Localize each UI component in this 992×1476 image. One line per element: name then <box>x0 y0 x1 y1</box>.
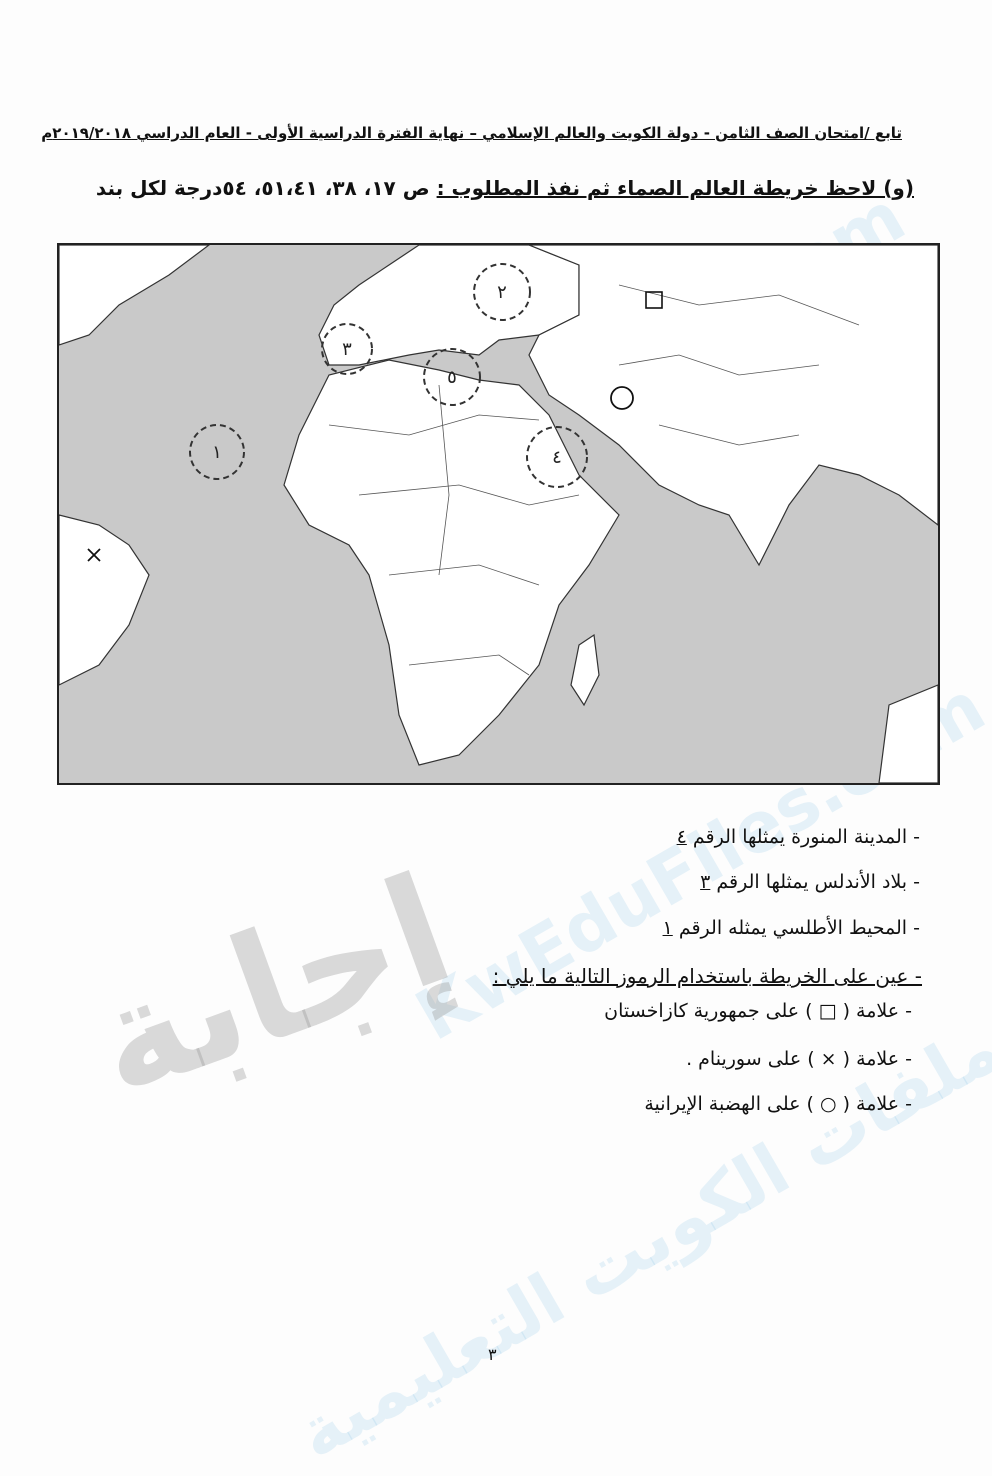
land-asia <box>528 244 939 567</box>
blank-world-map: ١ ٢ ٣ ٤ ٥ <box>57 243 940 785</box>
map-label-1: ١ <box>212 442 222 463</box>
land-africa <box>283 359 620 766</box>
map-marker-circle-3 <box>321 323 373 375</box>
map-label-2: ٢ <box>497 282 507 303</box>
answer-stamp: إجابة <box>71 843 472 1131</box>
map-label-4: ٤ <box>552 447 562 468</box>
circle-symbol-iran <box>610 386 634 410</box>
land-australia <box>878 684 939 784</box>
map-svg: ١ ٢ ٣ ٤ ٥ <box>58 244 939 784</box>
map-marker-circle-2 <box>473 263 531 321</box>
map-label-5: ٥ <box>447 367 457 388</box>
square-symbol-kazakhstan <box>645 291 663 309</box>
land-south-america <box>58 514 150 686</box>
page-number: ٣ <box>488 1345 497 1364</box>
item-text: - المحيط الأطلسي يمثله الرقم <box>678 917 920 939</box>
item-answer: ٤ <box>676 826 687 848</box>
list-item: - بلاد الأندلس يمثلها الرقم ٣ <box>700 871 920 893</box>
watermark: ملفات الكويت التعليمية <box>282 1006 992 1476</box>
land-north-america <box>58 244 211 346</box>
task-item: - علامة ( × ) على سورينام . <box>686 1048 912 1070</box>
list-item: - المحيط الأطلسي يمثله الرقم ١ <box>663 917 920 939</box>
instruction-main: (و) لاحظ خريطة العالم الصماء ثم نفذ المط… <box>436 176 914 200</box>
map-marker-circle-1 <box>189 424 245 480</box>
question-instruction: (و) لاحظ خريطة العالم الصماء ثم نفذ المط… <box>96 176 914 200</box>
map-marker-circle-5 <box>423 348 481 406</box>
land-madagascar <box>570 633 600 707</box>
map-marker-circle-4 <box>526 426 588 488</box>
item-answer: ٣ <box>700 871 711 893</box>
task-item: - علامة ( ○ ) على الهضبة الإيرانية <box>644 1093 912 1115</box>
task-title: - عين على الخريطة باستخدام الرموز التالي… <box>492 964 922 988</box>
task-item: - علامة ( □ ) على جمهورية كازاخستان <box>604 1000 912 1022</box>
exam-header: تابع /امتحان الصف الثامن - دولة الكويت و… <box>41 124 902 142</box>
list-item: - المدينة المنورة يمثلها الرقم ٤ <box>677 826 920 848</box>
item-text: - بلاد الأندلس يمثلها الرقم <box>716 871 920 893</box>
map-label-3: ٣ <box>342 339 352 360</box>
item-text: - المدينة المنورة يمثلها الرقم <box>692 826 920 848</box>
item-answer: ١ <box>662 917 673 939</box>
x-symbol-suriname <box>87 548 101 562</box>
instruction-pages: ص ١٧، ٣٨، ٥١،٤١، ٥٤درجة لكل بند <box>95 176 430 200</box>
